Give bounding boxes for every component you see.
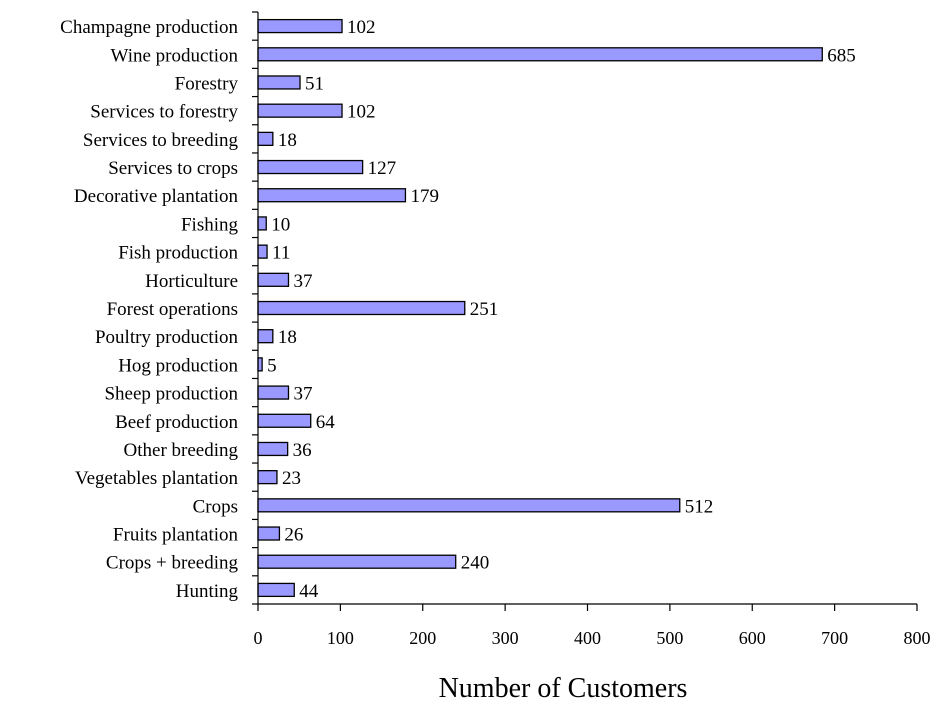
value-label: 10 [271, 214, 290, 235]
bar [257, 75, 301, 90]
value-label: 102 [347, 102, 376, 123]
category-label: Fish production [118, 243, 238, 264]
bar [257, 413, 312, 428]
value-label: 44 [299, 581, 319, 602]
axes-group [252, 11, 918, 611]
category-label: Services to crops [108, 158, 238, 179]
value-label: 51 [305, 73, 324, 94]
category-label: Hunting [176, 581, 239, 602]
category-label: Fruits plantation [113, 525, 239, 546]
value-label: 102 [347, 17, 376, 38]
x-tick-label: 200 [409, 628, 436, 648]
bar [257, 582, 295, 598]
x-tick-label: 500 [656, 628, 683, 648]
category-label: Poultry production [95, 327, 239, 348]
value-labels-group: 1026855110218127179101137251185376436235… [267, 17, 856, 602]
category-label: Fishing [181, 214, 239, 235]
bars-group [257, 18, 823, 598]
value-label: 37 [293, 271, 312, 292]
bar [257, 47, 823, 62]
category-label: Vegetables plantation [75, 468, 239, 489]
category-label: Hog production [118, 355, 238, 376]
value-label: 18 [278, 327, 297, 348]
bar [257, 272, 290, 287]
bar [257, 244, 268, 259]
value-label: 127 [368, 158, 397, 179]
category-label: Other breeding [124, 440, 239, 461]
x-tick-label: 600 [739, 628, 766, 648]
category-label: Services to forestry [90, 102, 238, 123]
category-label: Forestry [175, 73, 239, 94]
bar [257, 188, 407, 203]
value-label: 36 [293, 440, 312, 461]
value-label: 18 [278, 130, 297, 151]
bar [257, 554, 457, 569]
value-label: 512 [685, 496, 714, 517]
category-label: Wine production [111, 45, 239, 66]
x-ticks-group: 0 100 200 300 400 500 600 700 800 [254, 628, 931, 648]
category-label: Services to breeding [83, 130, 239, 151]
bar [257, 300, 466, 316]
value-label: 5 [267, 355, 277, 376]
x-tick-label: 300 [492, 628, 519, 648]
bar [257, 470, 278, 485]
value-label: 179 [410, 186, 439, 207]
category-label: Crops + breeding [106, 553, 239, 574]
x-tick-label: 400 [574, 628, 601, 648]
category-label: Horticulture [145, 271, 238, 292]
bar [257, 357, 263, 372]
value-label: 64 [316, 412, 336, 433]
category-label: Sheep production [104, 384, 238, 405]
bar [257, 526, 281, 541]
category-label: Champagne production [60, 17, 238, 38]
value-label: 11 [272, 243, 290, 264]
bar [257, 159, 364, 175]
bar [257, 385, 290, 400]
value-label: 685 [827, 45, 856, 66]
bar [257, 498, 681, 513]
value-label: 26 [284, 525, 303, 546]
category-label: Beef production [115, 412, 238, 433]
value-label: 37 [293, 384, 312, 405]
category-labels-group: Champagne production Wine production Fores… [60, 17, 238, 602]
x-axis-title: Number of Customers [439, 673, 688, 701]
x-tick-label: 800 [904, 628, 931, 648]
value-label: 251 [470, 299, 499, 320]
bar [257, 18, 343, 34]
value-label: 240 [461, 553, 490, 574]
category-label: Decorative plantation [74, 186, 239, 207]
bar [257, 329, 274, 344]
value-label: 23 [282, 468, 301, 489]
bar [257, 103, 343, 118]
x-tick-label: 0 [254, 628, 263, 648]
bar [257, 441, 289, 457]
category-label: Forest operations [107, 299, 238, 320]
x-tick-label: 100 [327, 628, 354, 648]
bar [257, 216, 267, 231]
bar [257, 131, 274, 146]
x-tick-label: 700 [821, 628, 848, 648]
category-label: Crops [193, 496, 238, 517]
